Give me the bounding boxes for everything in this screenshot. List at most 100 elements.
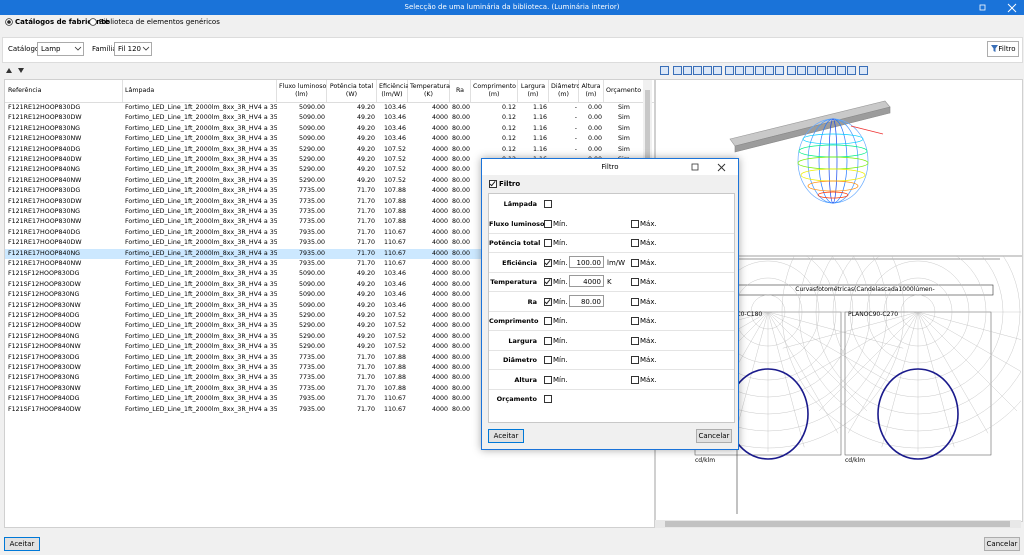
checkbox[interactable]: [544, 219, 552, 228]
table-cell[interactable]: Fortimo_LED_Line_1ft_2000lm_8xx_3R_HV4 a…: [125, 166, 277, 174]
min-input[interactable]: 4000: [569, 275, 604, 287]
table-cell[interactable]: Fortimo_LED_Line_1ft_2000lm_8xx_3R_HV4 a…: [125, 114, 277, 122]
table-cell[interactable]: 110.67: [383, 249, 406, 257]
table-cell[interactable]: 7935.00: [298, 260, 325, 267]
table-cell[interactable]: 5290.00: [298, 312, 325, 319]
table-cell[interactable]: 71.70: [356, 405, 375, 413]
table-cell[interactable]: 5290.00: [298, 166, 325, 174]
table-cell[interactable]: F121SF17HOOP830DW: [8, 364, 81, 371]
tool-icon[interactable]: [725, 66, 734, 75]
checkbox[interactable]: [544, 258, 552, 267]
table-cell[interactable]: 49.20: [356, 104, 375, 111]
table-cell[interactable]: 4000: [431, 218, 448, 226]
table-cell[interactable]: 71.70: [356, 197, 375, 205]
table-cell[interactable]: 80.00: [452, 291, 471, 299]
table-cell[interactable]: 80.00: [452, 176, 471, 184]
table-cell[interactable]: 71.70: [356, 218, 375, 226]
table-cell[interactable]: 80.00: [452, 218, 471, 226]
dialog-cancel[interactable]: Cancelar: [696, 429, 732, 443]
table-cell[interactable]: -: [574, 124, 577, 132]
table-cell[interactable]: 4000: [431, 364, 448, 371]
table-cell[interactable]: 80.00: [452, 208, 471, 215]
tool-icon[interactable]: [859, 66, 868, 75]
table-cell[interactable]: F121SF12HOOP840DW: [8, 322, 81, 330]
sort-arrows[interactable]: [5, 67, 27, 75]
table-cell[interactable]: -: [574, 145, 577, 153]
column-header[interactable]: Referência: [6, 80, 123, 102]
table-cell[interactable]: 107.52: [383, 176, 406, 184]
radio[interactable]: [89, 18, 99, 28]
tool-icon[interactable]: [745, 66, 754, 75]
table-cell[interactable]: 49.20: [356, 114, 375, 122]
table-cell[interactable]: 49.20: [356, 135, 375, 143]
table-cell[interactable]: 80.00: [452, 301, 471, 309]
table-cell[interactable]: 80.00: [452, 374, 471, 382]
table-cell[interactable]: 4000: [431, 156, 448, 163]
table-cell[interactable]: 5290.00: [298, 332, 325, 340]
tool-icon[interactable]: [775, 66, 784, 75]
table-cell[interactable]: Fortimo_LED_Line_1ft_2000lm_8xx_3R_HV4 a…: [125, 322, 277, 330]
table-cell[interactable]: 80.00: [452, 260, 471, 267]
table-cell[interactable]: F121RE12HOOP840DG: [8, 145, 81, 153]
tool-icon[interactable]: [787, 66, 796, 75]
table-cell[interactable]: 5090.00: [298, 301, 325, 309]
table-cell[interactable]: Fortimo_LED_Line_1ft_2000lm_8xx_3R_HV4 a…: [125, 405, 277, 413]
table-cell[interactable]: 107.52: [383, 322, 406, 330]
table-cell[interactable]: 7735.00: [298, 384, 325, 392]
table-cell[interactable]: Fortimo_LED_Line_1ft_2000lm_8xx_3R_HV4 a…: [125, 301, 277, 309]
table-cell[interactable]: 4000: [431, 405, 448, 413]
table-cell[interactable]: 5290.00: [298, 156, 325, 163]
table-cell[interactable]: F121RE12HOOP840DW: [8, 156, 82, 163]
table-cell[interactable]: 110.67: [383, 405, 406, 413]
table-cell[interactable]: 107.88: [383, 353, 406, 361]
column-header[interactable]: Comprimento (m): [471, 80, 518, 102]
table-cell[interactable]: 110.67: [383, 239, 406, 247]
tool-icon[interactable]: [713, 66, 722, 75]
table-cell[interactable]: 107.88: [383, 384, 406, 392]
table-cell[interactable]: 80.00: [452, 312, 471, 319]
table-cell[interactable]: 5090.00: [298, 135, 325, 143]
table-cell[interactable]: 5290.00: [298, 343, 325, 351]
table-cell[interactable]: 7935.00: [298, 395, 325, 403]
table-cell[interactable]: 7935.00: [298, 249, 325, 257]
table-cell[interactable]: 71.70: [356, 239, 375, 247]
checkbox[interactable]: [544, 297, 552, 306]
table-cell[interactable]: Sim: [618, 114, 630, 122]
table-cell[interactable]: 80.00: [452, 249, 471, 257]
catalog-select[interactable]: Lamp: [37, 42, 84, 56]
table-cell[interactable]: 1.16: [532, 124, 547, 132]
table-cell[interactable]: 49.20: [356, 343, 375, 351]
column-header[interactable]: Temperatura (K): [408, 80, 450, 102]
table-cell[interactable]: 5090.00: [298, 114, 325, 122]
h-scroll-thumb[interactable]: [665, 521, 1010, 527]
column-header[interactable]: Eficiência (lm/W): [377, 80, 409, 102]
column-header[interactable]: Lâmpada: [123, 80, 277, 102]
table-cell[interactable]: 4000: [431, 176, 448, 184]
column-header[interactable]: Potência total (W): [327, 80, 377, 102]
table-cell[interactable]: Fortimo_LED_Line_1ft_2000lm_8xx_3R_HV4 a…: [125, 135, 277, 143]
cancel-button[interactable]: Cancelar: [984, 537, 1020, 551]
table-cell[interactable]: F121RE12HOOP830DW: [8, 114, 82, 122]
table-cell[interactable]: 4000: [431, 280, 448, 288]
table-cell[interactable]: Fortimo_LED_Line_1ft_2000lm_8xx_3R_HV4 a…: [125, 187, 277, 195]
checkbox[interactable]: [544, 278, 552, 286]
table-cell[interactable]: Fortimo_LED_Line_1ft_2000lm_8xx_3R_HV4 a…: [125, 374, 277, 382]
table-cell[interactable]: 71.70: [356, 208, 375, 215]
table-cell[interactable]: 107.52: [383, 166, 406, 174]
table-cell[interactable]: 80.00: [452, 343, 471, 351]
table-cell[interactable]: -: [574, 104, 577, 111]
table-cell[interactable]: 49.20: [356, 166, 375, 174]
tool-icon[interactable]: [735, 66, 744, 75]
table-cell[interactable]: Fortimo_LED_Line_1ft_2000lm_8xx_3R_HV4 a…: [125, 343, 277, 351]
table-cell[interactable]: Fortimo_LED_Line_1ft_2000lm_8xx_3R_HV4 a…: [125, 384, 277, 392]
table-cell[interactable]: F121RE17HOOP830NW: [8, 218, 82, 226]
table-cell[interactable]: Fortimo_LED_Line_1ft_2000lm_8xx_3R_HV4 a…: [125, 291, 277, 299]
table-cell[interactable]: Fortimo_LED_Line_1ft_2000lm_8xx_3R_HV4 a…: [125, 124, 277, 132]
table-cell[interactable]: 5290.00: [298, 322, 325, 330]
table-cell[interactable]: 5290.00: [298, 176, 325, 184]
table-cell[interactable]: 0.12: [501, 114, 516, 122]
table-cell[interactable]: F121SF17HOOP830NW: [8, 384, 81, 392]
table-cell[interactable]: Fortimo_LED_Line_1ft_2000lm_8xx_3R_HV4 a…: [125, 239, 277, 247]
table-cell[interactable]: 103.46: [383, 114, 406, 122]
table-cell[interactable]: 107.52: [383, 332, 406, 340]
